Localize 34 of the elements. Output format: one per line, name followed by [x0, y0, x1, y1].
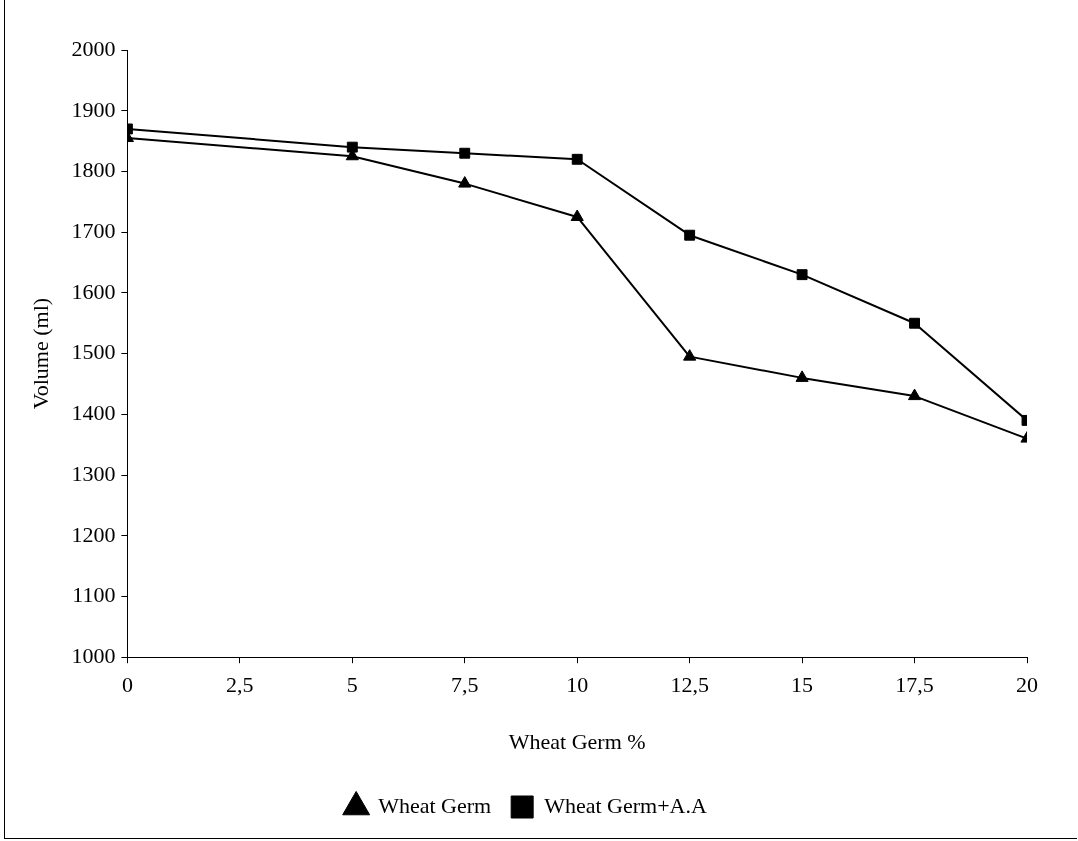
x-tick-label: 12,5 — [670, 672, 709, 698]
x-tick-label: 20 — [1016, 672, 1038, 698]
legend-label: Wheat Germ — [378, 792, 492, 818]
x-tick-label: 5 — [346, 672, 358, 698]
x-tick-label: 10 — [566, 672, 589, 698]
x-tick-label: 15 — [791, 672, 814, 698]
point — [907, 388, 922, 401]
point — [909, 317, 920, 329]
y-tick-label: 2000 — [71, 35, 116, 61]
point — [684, 229, 696, 241]
point — [459, 147, 471, 159]
point — [795, 370, 809, 382]
y-tick-label: 1600 — [71, 278, 116, 304]
x-tick-label: 2,5 — [226, 672, 254, 698]
y-axis-title: Volume (ml) — [27, 297, 53, 410]
x-tick-label: 0 — [121, 672, 133, 698]
y-tick-label: 1000 — [71, 642, 116, 668]
y-tick-label: 1200 — [71, 521, 116, 547]
y-tick-label: 1700 — [71, 217, 116, 243]
point — [458, 176, 472, 188]
y-tick-label: 1900 — [71, 96, 116, 122]
x-axis-title: Wheat Germ % — [508, 728, 646, 754]
point — [571, 153, 583, 165]
y-tick-label: 1300 — [71, 460, 116, 486]
point — [796, 269, 808, 281]
legend-label: Wheat Germ+A.A — [544, 792, 707, 818]
x-tick-label: 7,5 — [451, 672, 479, 698]
point — [683, 349, 697, 361]
y-tick-label: 1800 — [71, 157, 116, 183]
x-tick-label: 17,5 — [895, 672, 934, 698]
y-tick-label: 1500 — [71, 339, 116, 365]
y-tick-label: 1100 — [72, 582, 116, 608]
point — [570, 209, 584, 221]
y-tick-label: 1400 — [71, 400, 116, 426]
